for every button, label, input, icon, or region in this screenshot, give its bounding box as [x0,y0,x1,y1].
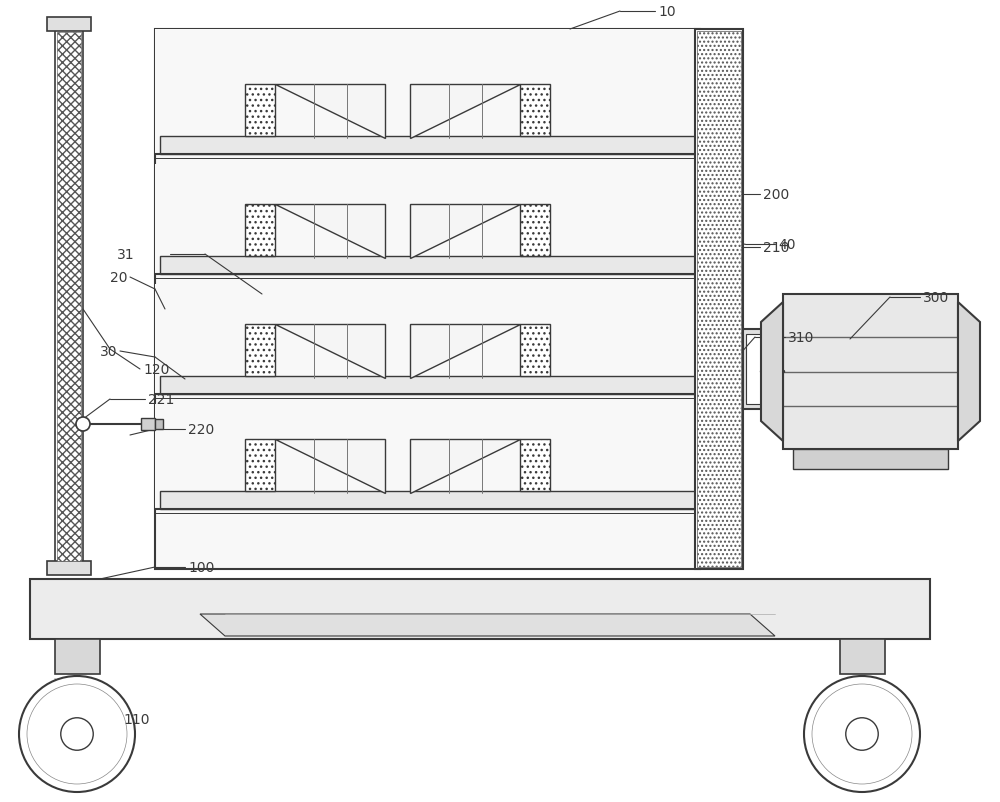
Bar [245,439,275,492]
Bar [160,257,695,274]
Polygon shape [275,439,385,493]
Polygon shape [275,205,385,259]
Circle shape [19,676,135,792]
Bar [520,439,550,492]
Bar [55,639,100,674]
Bar [520,325,550,376]
Polygon shape [761,302,783,441]
Polygon shape [410,205,520,259]
Polygon shape [410,439,520,493]
Polygon shape [275,85,385,139]
Text: 120: 120 [143,363,169,376]
Bar [141,419,155,431]
Text: 31: 31 [117,248,135,261]
Text: 40: 40 [778,237,796,252]
Text: 20: 20 [110,270,127,285]
Circle shape [804,676,920,792]
Bar [155,30,700,569]
Bar [155,30,700,155]
Bar [30,579,930,639]
Bar [155,419,163,429]
Bar [47,561,91,575]
Text: 310: 310 [788,330,814,345]
Text: 210: 210 [763,241,789,255]
Polygon shape [958,302,980,441]
Bar [793,449,948,469]
Bar [47,18,91,32]
Text: 100: 100 [188,561,214,574]
Bar [783,294,958,449]
Text: 220: 220 [188,423,214,436]
Bar [160,492,695,509]
Circle shape [812,684,912,784]
Bar [697,32,741,567]
Text: 221: 221 [148,392,174,407]
Polygon shape [410,85,520,139]
Circle shape [846,718,878,751]
Text: 300: 300 [923,290,949,305]
Bar [695,30,743,569]
Bar [160,137,695,155]
Polygon shape [200,614,775,636]
Bar [155,285,700,395]
Text: 30: 30 [100,345,117,358]
Bar [57,33,81,561]
Bar [245,205,275,257]
Text: 10: 10 [658,5,676,19]
Bar [746,334,775,404]
Bar [155,404,700,509]
Bar [155,164,700,274]
Text: 200: 200 [763,188,789,202]
Bar [245,325,275,376]
Bar [160,376,695,395]
Circle shape [27,684,127,784]
Bar [743,330,778,410]
Polygon shape [410,325,520,379]
Bar [840,639,885,674]
Bar [245,85,275,137]
Text: 110: 110 [123,712,150,726]
Bar [520,205,550,257]
Bar [55,30,83,565]
Polygon shape [275,325,385,379]
Bar [520,85,550,137]
Circle shape [61,718,93,751]
Circle shape [76,418,90,431]
